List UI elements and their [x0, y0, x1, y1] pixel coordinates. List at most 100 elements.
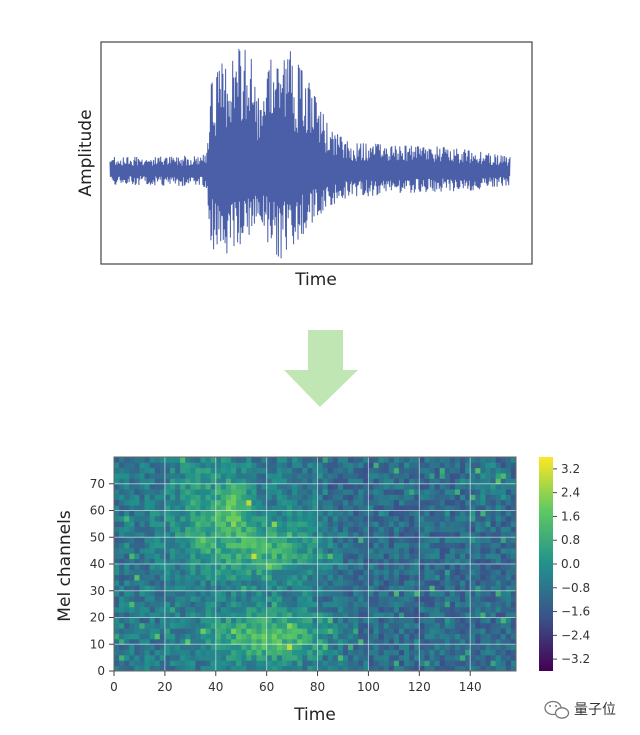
heatmap-cell	[119, 606, 125, 613]
heatmap-cell	[368, 596, 374, 602]
heatmap-cell	[169, 628, 176, 634]
heatmap-cell	[460, 628, 466, 634]
heatmap-cell	[180, 547, 186, 554]
heatmap-cell	[353, 569, 359, 576]
heatmap-cell	[225, 590, 232, 597]
heatmap-cell	[175, 462, 181, 469]
heatmap-cell	[388, 553, 395, 560]
heatmap-cell	[353, 622, 359, 629]
heatmap-cell	[378, 601, 385, 608]
heatmap-cell	[429, 526, 435, 533]
heatmap-cell	[297, 638, 303, 645]
heatmap-cell	[307, 654, 313, 661]
heatmap-cell	[404, 649, 410, 656]
heatmap-cell	[200, 473, 206, 479]
heatmap-cell	[322, 596, 329, 602]
heatmap-cell	[363, 478, 369, 485]
heatmap-cell	[154, 665, 161, 671]
heatmap-cell	[129, 542, 135, 549]
heatmap-cell	[312, 585, 318, 592]
heatmap-cell	[281, 505, 288, 511]
heatmap-cell	[439, 606, 446, 613]
heatmap-cell	[190, 622, 196, 629]
heatmap-cell	[281, 638, 288, 645]
heatmap-cell	[505, 628, 512, 634]
heatmap-cell	[200, 457, 206, 463]
heatmap-cell	[337, 654, 344, 661]
heatmap-cell	[337, 574, 344, 581]
heatmap-cell	[332, 622, 339, 629]
heatmap-cell	[246, 473, 252, 479]
heatmap-cell	[342, 553, 349, 560]
heatmap-cell	[444, 499, 451, 506]
heatmap-cell	[200, 558, 206, 565]
heatmap-cell	[393, 574, 400, 581]
heatmap-cell	[231, 494, 237, 501]
heatmap-cell	[480, 649, 486, 656]
heatmap-cell	[439, 457, 446, 463]
heatmap-cell	[439, 665, 446, 671]
heatmap-cell	[393, 558, 400, 565]
heatmap-cell	[485, 574, 491, 581]
heatmap-cell	[449, 638, 456, 645]
heatmap-cell	[307, 553, 313, 560]
heatmap-cell	[495, 505, 502, 511]
heatmap-cell	[495, 574, 502, 581]
heatmap-cell	[195, 553, 201, 560]
heatmap-cell	[297, 547, 303, 554]
heatmap-cell	[485, 606, 491, 613]
heatmap-cell	[149, 542, 156, 549]
heatmap-cell	[297, 665, 303, 671]
heatmap-cell	[271, 537, 278, 543]
heatmap-cell	[271, 553, 278, 560]
heatmap-cell	[460, 521, 466, 527]
heatmap-cell	[378, 473, 385, 479]
heatmap-cell	[353, 473, 359, 479]
heatmap-cell	[409, 542, 415, 549]
heatmap-cell	[119, 569, 125, 576]
heatmap-cell	[220, 515, 227, 522]
heatmap-cell	[297, 596, 303, 602]
heatmap-cell	[251, 622, 257, 629]
heatmap-cell	[368, 510, 374, 517]
heatmap-cell	[460, 505, 466, 511]
heatmap-cell	[134, 537, 140, 543]
heatmap-cell	[200, 564, 206, 570]
heatmap-cell	[465, 483, 471, 490]
heatmap-cell	[409, 590, 415, 597]
heatmap-cell	[454, 628, 461, 634]
heatmap-cell	[383, 606, 390, 613]
heatmap-cell	[505, 510, 512, 517]
heatmap-cell	[424, 526, 430, 533]
heatmap-cell	[373, 601, 380, 608]
heatmap-cell	[276, 462, 283, 469]
heatmap-cell	[119, 638, 125, 645]
heatmap-cell	[144, 617, 151, 624]
heatmap-cell	[510, 542, 516, 549]
heatmap-cell	[505, 660, 512, 667]
heatmap-cell	[404, 457, 410, 463]
heatmap-cell	[164, 547, 171, 554]
heatmap-cell	[180, 660, 186, 667]
heatmap-cell	[190, 596, 196, 602]
heatmap-cell	[327, 660, 334, 667]
heatmap-cell	[465, 457, 471, 463]
heatmap-cell	[485, 617, 491, 624]
heatmap-cell	[185, 569, 191, 576]
heatmap-cell	[271, 457, 278, 463]
heatmap-cell	[225, 606, 232, 613]
heatmap-cell	[424, 494, 430, 501]
heatmap-cell	[383, 457, 390, 463]
heatmap-cell	[449, 654, 456, 661]
heatmap-cell	[434, 526, 441, 533]
heatmap-cell	[139, 515, 145, 522]
heatmap-cell	[419, 542, 425, 549]
heatmap-cell	[271, 628, 278, 634]
heatmap-cell	[159, 505, 166, 511]
heatmap-cell	[373, 596, 380, 602]
heatmap-cell	[180, 617, 186, 624]
heatmap-cell	[465, 660, 471, 667]
heatmap-cell	[225, 628, 232, 634]
heatmap-cell	[119, 478, 125, 485]
heatmap-cell	[129, 478, 135, 485]
